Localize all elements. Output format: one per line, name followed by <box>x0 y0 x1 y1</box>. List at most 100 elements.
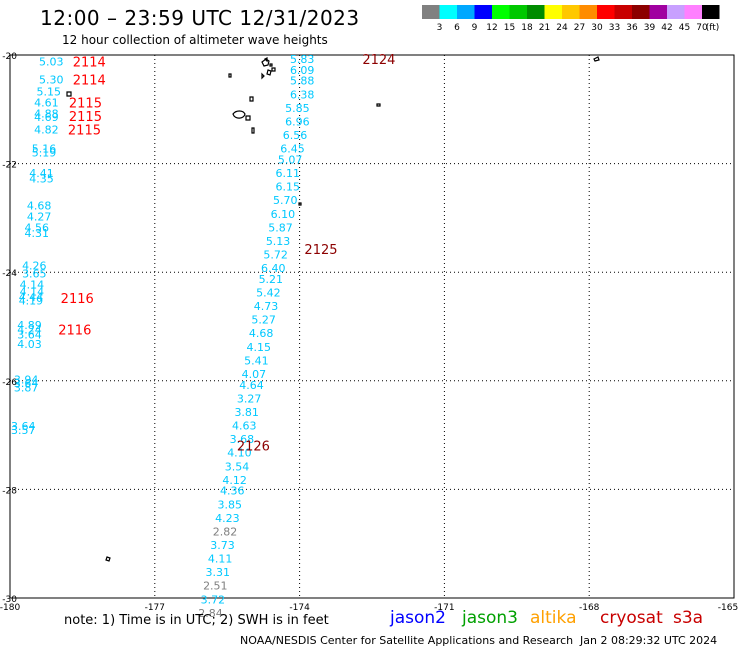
legend-swatch <box>667 5 685 19</box>
swh-value: 4.19 <box>19 295 44 308</box>
legend-tick-label: 42 <box>661 23 672 33</box>
color-legend: 3 6 9 12 15 18 21 24 27 30 33 36 39 42 45 70(ft) <box>422 5 720 33</box>
legend-swatch <box>614 5 632 19</box>
orbit-label: 2115 <box>69 96 102 111</box>
latitude-label: -30 <box>2 595 17 605</box>
orbit-label: 2115 <box>69 110 102 125</box>
legend-tick-label: 45 <box>679 23 690 33</box>
footer-credit: NOAA/NESDIS Center for Satellite Applica… <box>240 634 574 647</box>
orbit-label: 2126 <box>237 440 270 455</box>
satellite-jason2: jason2 <box>390 608 446 628</box>
swh-value: 5.03 <box>39 56 64 69</box>
island-outline <box>261 72 265 80</box>
swh-value: 5.19 <box>32 146 57 159</box>
swh-value: 4.26 <box>22 259 47 272</box>
island-outline <box>271 67 276 72</box>
swh-value: 5.15 <box>37 86 62 99</box>
swh-value: 6.09 <box>290 64 315 77</box>
swh-value: 4.10 <box>227 447 252 460</box>
orbit-label: 2115 <box>68 124 101 139</box>
longitude-label: -177 <box>145 603 165 613</box>
swh-value: 4.07 <box>242 368 267 381</box>
swh-value: 6.15 <box>275 181 300 194</box>
swh-value: 3.65 <box>22 267 47 280</box>
swh-value: 4.24 <box>17 323 41 336</box>
swh-value: 6.40 <box>261 262 286 275</box>
swh-value: 3.31 <box>205 566 230 579</box>
swh-value: 4.15 <box>247 341 271 354</box>
swh-value: 3.85 <box>218 498 243 511</box>
island-outline <box>245 115 251 121</box>
swh-value: 4.11 <box>208 553 233 566</box>
swh-value: 6.38 <box>290 88 315 101</box>
page-subtitle: 12 hour collection of altimeter wave hei… <box>62 33 328 47</box>
longitude-label: -165 <box>718 603 738 613</box>
swh-value: 5.07 <box>278 153 303 166</box>
orbit-label: 2116 <box>58 323 91 338</box>
swh-value: 5.13 <box>266 235 291 248</box>
legend-tick-label: 36 <box>626 23 638 33</box>
swh-value: 4.64 <box>239 379 264 392</box>
swh-value: 3.64 <box>11 420 36 433</box>
swh-value: 5.72 <box>263 248 288 261</box>
legend-swatch <box>509 5 527 19</box>
legend-swatch <box>579 5 597 19</box>
island-outline <box>269 63 273 67</box>
swh-value: 6.56 <box>283 129 308 142</box>
swh-value: 4.35 <box>29 172 54 185</box>
longitude-label: -168 <box>579 603 600 613</box>
orbit-label: 2116 <box>61 292 94 307</box>
swh-value: 3.73 <box>210 539 235 552</box>
legend-tick-label: 24 <box>556 23 568 33</box>
legend-swatch <box>492 5 510 19</box>
swh-value: 6.45 <box>280 143 305 156</box>
longitude-label: -171 <box>434 603 454 613</box>
island-outline <box>266 69 272 76</box>
island-outline <box>263 57 268 63</box>
island-outline <box>232 110 246 119</box>
orbit-label: 2124 <box>362 53 395 68</box>
swh-value: 4.31 <box>24 227 49 240</box>
satellite-cryosat: cryosat <box>600 608 663 628</box>
latitude-label: -26 <box>2 378 17 388</box>
swh-value: 2.84 <box>198 607 223 620</box>
note-text: note: 1) Time is in UTC; 2) SWH is in fe… <box>64 613 329 628</box>
swh-value: 2.82 <box>213 525 238 538</box>
legend-swatch <box>597 5 615 19</box>
swh-value: 5.85 <box>285 102 310 115</box>
axis-labels: -20 -22 -24 -26 -28 -30-180 -177 -174 -171 -168 -1… <box>0 52 738 613</box>
page-title: 12:00 – 23:59 UTC 12/31/2023 <box>40 6 360 30</box>
swh-value: 3.64 <box>14 377 39 390</box>
legend-tick-label: 30 <box>591 23 603 33</box>
island-outlines <box>66 56 600 562</box>
island-outline <box>66 91 72 97</box>
legend-swatch <box>562 5 580 19</box>
swh-value: 4.14 <box>20 285 45 298</box>
swh-value: 6.96 <box>285 115 310 128</box>
swh-value: 5.42 <box>256 286 281 299</box>
latitude-label: -24 <box>2 269 17 279</box>
legend-swatch <box>457 5 475 19</box>
swh-value: 3.54 <box>225 460 250 473</box>
satellite-altika: altika <box>530 608 577 628</box>
graticule <box>10 55 734 598</box>
legend-swatch <box>544 5 562 19</box>
legend-tick-label: 21 <box>539 23 550 33</box>
legend-tick-label: 33 <box>609 23 620 33</box>
swh-value: 4.68 <box>27 200 52 213</box>
legend-tick-label: 6 <box>454 23 460 33</box>
swh-value: 5.41 <box>244 354 268 367</box>
swh-value: 5.30 <box>39 74 64 87</box>
swh-value: 3.87 <box>14 382 39 395</box>
swh-value: 4.14 <box>20 278 45 291</box>
legend-tick-label: 15 <box>504 23 515 33</box>
latitude-label: -20 <box>2 52 17 62</box>
swh-value: 4.41 <box>29 167 54 180</box>
swh-value: 5.16 <box>32 143 57 156</box>
map-frame <box>9 54 735 599</box>
legend-tick-label: 12 <box>486 23 497 33</box>
swh-value: 6.11 <box>275 167 300 180</box>
swh-value: 3.57 <box>11 424 36 437</box>
footer-timestamp: Jan 2 08:29:32 UTC 2024 <box>580 634 718 647</box>
